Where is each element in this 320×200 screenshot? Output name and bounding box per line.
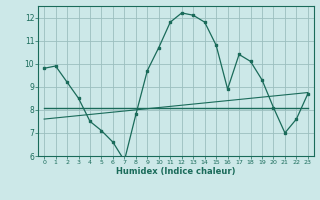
X-axis label: Humidex (Indice chaleur): Humidex (Indice chaleur) [116, 167, 236, 176]
